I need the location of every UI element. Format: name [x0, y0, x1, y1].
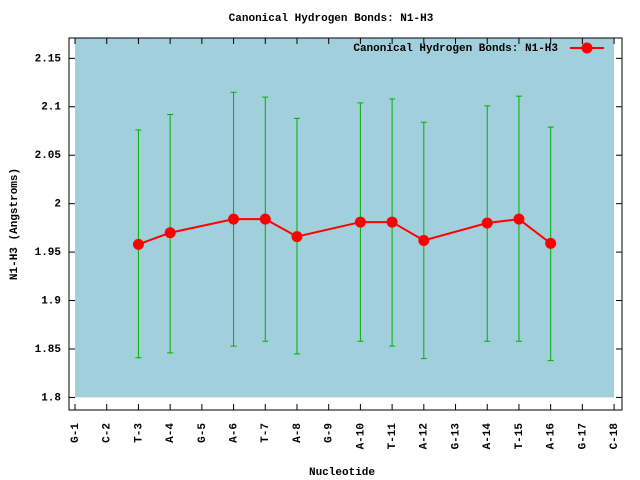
x-tick-label: T-7	[260, 423, 272, 443]
data-point	[513, 213, 525, 225]
y-tick-label: 2	[54, 199, 61, 211]
y-tick-label: 1.85	[35, 344, 62, 356]
x-tick-label: T-11	[387, 423, 399, 450]
x-tick-label: A-4	[165, 423, 177, 443]
data-point	[228, 213, 240, 225]
plot-frame	[68, 37, 623, 411]
x-tick-label: T-15	[514, 423, 526, 450]
x-tick-label: C-2	[102, 423, 114, 443]
chart-title: Canonical Hydrogen Bonds: N1-H3	[229, 13, 434, 25]
plot-background	[75, 38, 615, 398]
data-point	[354, 216, 366, 228]
data-point	[481, 217, 493, 229]
data-point	[164, 227, 176, 239]
x-tick-label: A-6	[228, 423, 240, 443]
legend-marker	[581, 42, 593, 54]
data-point	[418, 234, 430, 246]
x-tick-label: A-16	[546, 423, 558, 449]
y-tick-label: 2.15	[35, 53, 62, 65]
y-tick-label: 1.95	[35, 247, 62, 259]
y-axis-label: N1-H3 (Angstroms)	[9, 168, 21, 280]
x-tick-label: T-3	[133, 423, 145, 443]
x-tick-label: G-17	[577, 423, 589, 449]
legend-label: Canonical Hydrogen Bonds: N1-H3	[353, 43, 558, 55]
x-tick-label: A-8	[292, 423, 304, 443]
x-tick-label: C-18	[609, 423, 621, 450]
y-tick-label: 1.8	[41, 392, 61, 404]
x-tick-label: A-10	[355, 423, 367, 449]
y-tick-label: 2.1	[41, 102, 61, 114]
data-point	[386, 216, 398, 228]
x-tick-label: G-9	[324, 423, 336, 443]
data-point	[545, 237, 557, 249]
data-point	[132, 238, 144, 250]
x-tick-label: G-5	[197, 423, 209, 443]
data-point	[291, 231, 303, 243]
x-tick-label: A-12	[419, 423, 431, 449]
x-tick-label: A-14	[482, 423, 494, 450]
x-tick-label: G-13	[450, 423, 462, 450]
data-point	[259, 213, 271, 225]
y-tick-label: 1.9	[41, 295, 61, 307]
x-axis-label: Nucleotide	[309, 467, 375, 479]
x-tick-label: G-1	[70, 423, 82, 443]
y-tick-label: 2.05	[35, 150, 62, 162]
